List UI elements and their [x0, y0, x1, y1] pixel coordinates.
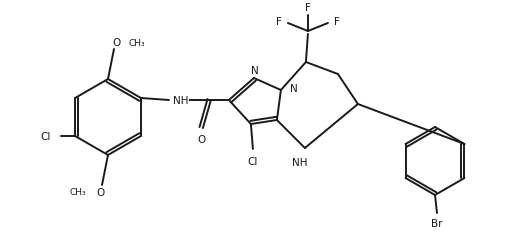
Text: N: N: [290, 84, 298, 94]
Text: CH₃: CH₃: [69, 188, 86, 197]
Text: O: O: [112, 38, 120, 48]
Text: Br: Br: [431, 218, 443, 228]
Text: O: O: [198, 134, 206, 144]
Text: NH: NH: [292, 157, 308, 167]
Text: F: F: [276, 17, 282, 27]
Text: Cl: Cl: [40, 131, 50, 141]
Text: F: F: [334, 17, 340, 27]
Text: N: N: [251, 66, 259, 76]
Text: NH: NH: [173, 96, 188, 106]
Text: O: O: [96, 187, 104, 197]
Text: CH₃: CH₃: [128, 38, 144, 47]
Text: Cl: Cl: [248, 156, 258, 166]
Text: F: F: [305, 3, 311, 13]
